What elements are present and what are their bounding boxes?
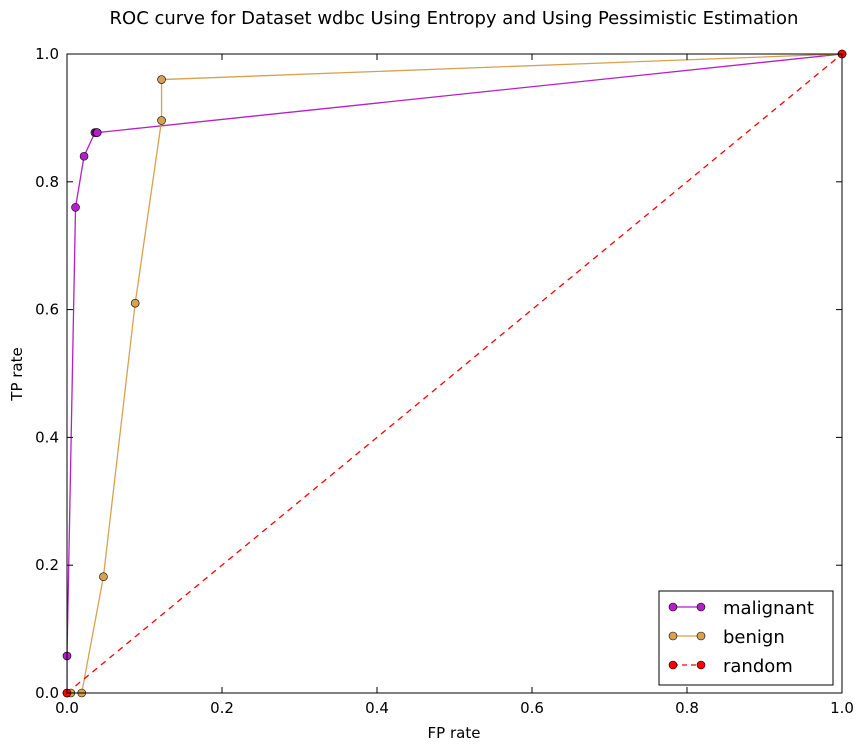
x-tick-label-3: 0.6 (520, 699, 544, 717)
point-malignant-6 (92, 128, 102, 137)
series-line-random (67, 54, 842, 693)
series-line-benign (67, 54, 842, 693)
legend-marker-b-random (696, 660, 706, 670)
legend-marker-b-benign (696, 631, 706, 641)
legend-label-benign: benign (723, 627, 785, 648)
x-tick-label-1: 0.2 (210, 699, 234, 717)
y-tick-label-2: 0.4 (35, 428, 59, 446)
y-tick-label-3: 0.6 (35, 301, 59, 319)
plot-layer (62, 49, 847, 698)
legend-label-malignant: malignant (723, 598, 814, 619)
y-axis-label: TP rate (8, 347, 26, 401)
legend-marker-a-random (668, 660, 678, 670)
chart-title: ROC curve for Dataset wdbc Using Entropy… (110, 8, 799, 29)
plot-frame (66, 53, 843, 694)
point-benign-5 (157, 116, 166, 125)
point-benign-3 (99, 572, 108, 582)
y-tick-label-4: 0.8 (35, 173, 59, 191)
legend-marker-a-malignant (668, 602, 678, 612)
x-tick-label-4: 0.8 (675, 699, 699, 717)
y-tick-label-1: 0.2 (35, 556, 59, 574)
x-tick-label-5: 1.0 (830, 699, 854, 717)
y-tick-label-5: 1.0 (35, 45, 59, 63)
point-malignant-2 (71, 203, 80, 212)
x-tick-label-2: 0.4 (365, 699, 389, 717)
legend-label-random: random (723, 656, 793, 677)
point-benign-4 (130, 298, 140, 308)
legend-marker-a-benign (668, 631, 678, 641)
point-malignant-3 (79, 151, 89, 161)
axes-layer: 0.0 0.2 0.4 0.6 0.8 1.0 0.0 0.2 0.4 0.6 0.8 1.0 (35, 45, 854, 717)
x-tick-label-0: 0.0 (55, 699, 79, 717)
legend-marker-b-malignant (696, 602, 706, 612)
x-axis-label: FP rate (428, 724, 481, 742)
y-tick-label-0: 0.0 (35, 684, 59, 702)
point-benign-6 (157, 75, 166, 84)
legend: malignant benign random (658, 590, 834, 686)
